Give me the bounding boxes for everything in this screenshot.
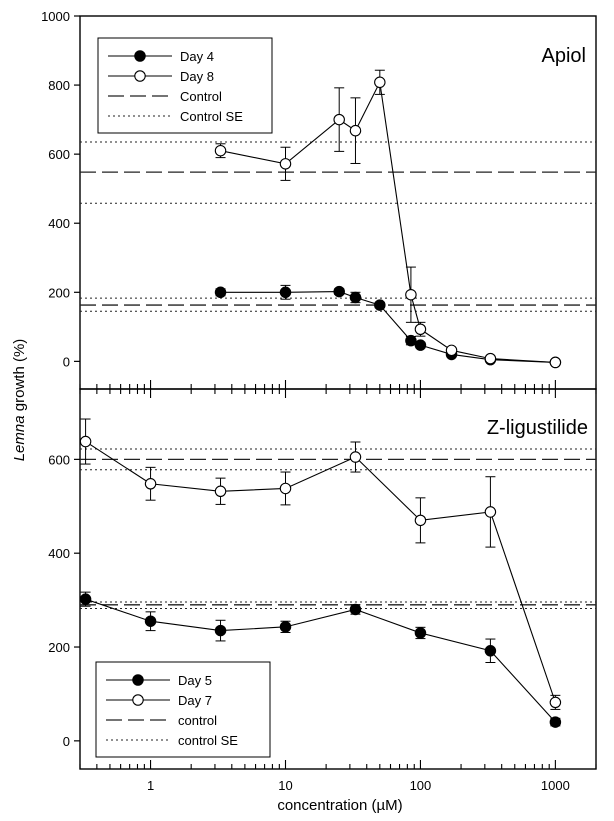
panel2-data-point xyxy=(214,485,227,498)
panel1-data-point xyxy=(549,356,562,369)
panel1-y-tick-label: 400 xyxy=(48,216,70,231)
panel2-data-point xyxy=(549,716,562,728)
panel1-data-point xyxy=(445,344,458,357)
panel1-data-point xyxy=(349,124,362,137)
panel2-x-tick-label: 100 xyxy=(410,778,432,793)
panel1-data-point xyxy=(333,285,345,298)
y-axis-label: Lemna growth (%) xyxy=(11,339,28,462)
panel1-legend-marker xyxy=(134,70,146,82)
panel2-y-tick-label: 200 xyxy=(48,640,70,655)
panel2-data-point xyxy=(279,482,292,495)
panel1-data-point xyxy=(214,286,227,299)
y-axis-label-rest: growth (%) xyxy=(11,339,28,416)
panel1-data-point xyxy=(279,286,292,299)
panel2-data-point xyxy=(144,615,157,627)
panel1-data-point xyxy=(414,323,427,336)
panel1-legend-label: Control SE xyxy=(180,109,243,124)
panel2-legend-marker xyxy=(132,694,144,706)
panel2-data-point xyxy=(79,435,92,448)
panel1-data-point xyxy=(279,158,292,170)
panel1-series-line-2 xyxy=(220,80,556,363)
panel2-legend-box xyxy=(95,661,271,758)
panel2-data-point xyxy=(484,645,497,657)
panel2-legend-label: control xyxy=(178,713,217,728)
panel2-data-point xyxy=(279,621,292,633)
panel1-legend-box xyxy=(97,37,273,134)
panel2-data-point xyxy=(349,603,362,616)
panel1-data-point xyxy=(374,299,386,311)
panel2-x-tick-label: 1000 xyxy=(541,778,570,793)
panel2-data-point xyxy=(79,593,92,605)
panel2-x-tick-label: 1 xyxy=(147,778,154,793)
panel1-data-point xyxy=(349,291,362,304)
panel2-data-point xyxy=(144,478,157,490)
panel2-data-point xyxy=(214,624,227,637)
panel2-data-point xyxy=(414,627,427,639)
panel2-data-point xyxy=(549,696,562,709)
panel2-series-line-2 xyxy=(85,441,556,703)
panel2-legend-label: control SE xyxy=(178,733,238,748)
panel1-y-tick-label: 1000 xyxy=(41,9,70,24)
panel1-y-tick-label: 600 xyxy=(48,147,70,162)
panel1-title: Apiol xyxy=(542,45,586,67)
panel1-data-point xyxy=(374,76,386,89)
panel2-series-line-1 xyxy=(85,598,556,723)
panel1-y-tick-label: 800 xyxy=(48,78,70,93)
panel1-data-point xyxy=(405,334,417,347)
panel2-title: Z-ligustilide xyxy=(487,417,588,439)
x-axis-label: concentration (µM) xyxy=(277,797,402,814)
panel2-legend-label: Day 5 xyxy=(178,673,212,688)
panel1-legend-label: Day 4 xyxy=(180,49,214,64)
panel1-y-tick-label: 0 xyxy=(63,354,70,369)
panel2-data-point xyxy=(414,514,427,527)
panel1-data-point xyxy=(484,352,497,365)
panel2-legend-marker xyxy=(132,674,144,686)
panel2-x-tick-label: 10 xyxy=(278,778,292,793)
panel2-y-tick-label: 0 xyxy=(63,734,70,749)
panel2-data-point xyxy=(349,451,362,463)
panel2-y-tick-label: 600 xyxy=(48,452,70,467)
panel1-data-point xyxy=(333,113,345,126)
panel1-legend-marker xyxy=(134,50,146,62)
panel2-data-point xyxy=(484,506,497,518)
panel2-legend-label: Day 7 xyxy=(178,693,212,708)
panel1-legend-label: Day 8 xyxy=(180,69,214,84)
panel1-legend-label: Control xyxy=(180,89,222,104)
panel1-data-point xyxy=(405,288,417,301)
panel1-data-point xyxy=(414,339,427,351)
y-axis-label-italic: Lemna xyxy=(11,415,28,461)
panel1-series-line-1 xyxy=(220,291,556,363)
panel1-y-tick-label: 200 xyxy=(48,285,70,300)
panel2-plot-frame xyxy=(79,388,597,770)
panel1-data-point xyxy=(214,144,227,157)
panel2-y-tick-label: 400 xyxy=(48,546,70,561)
